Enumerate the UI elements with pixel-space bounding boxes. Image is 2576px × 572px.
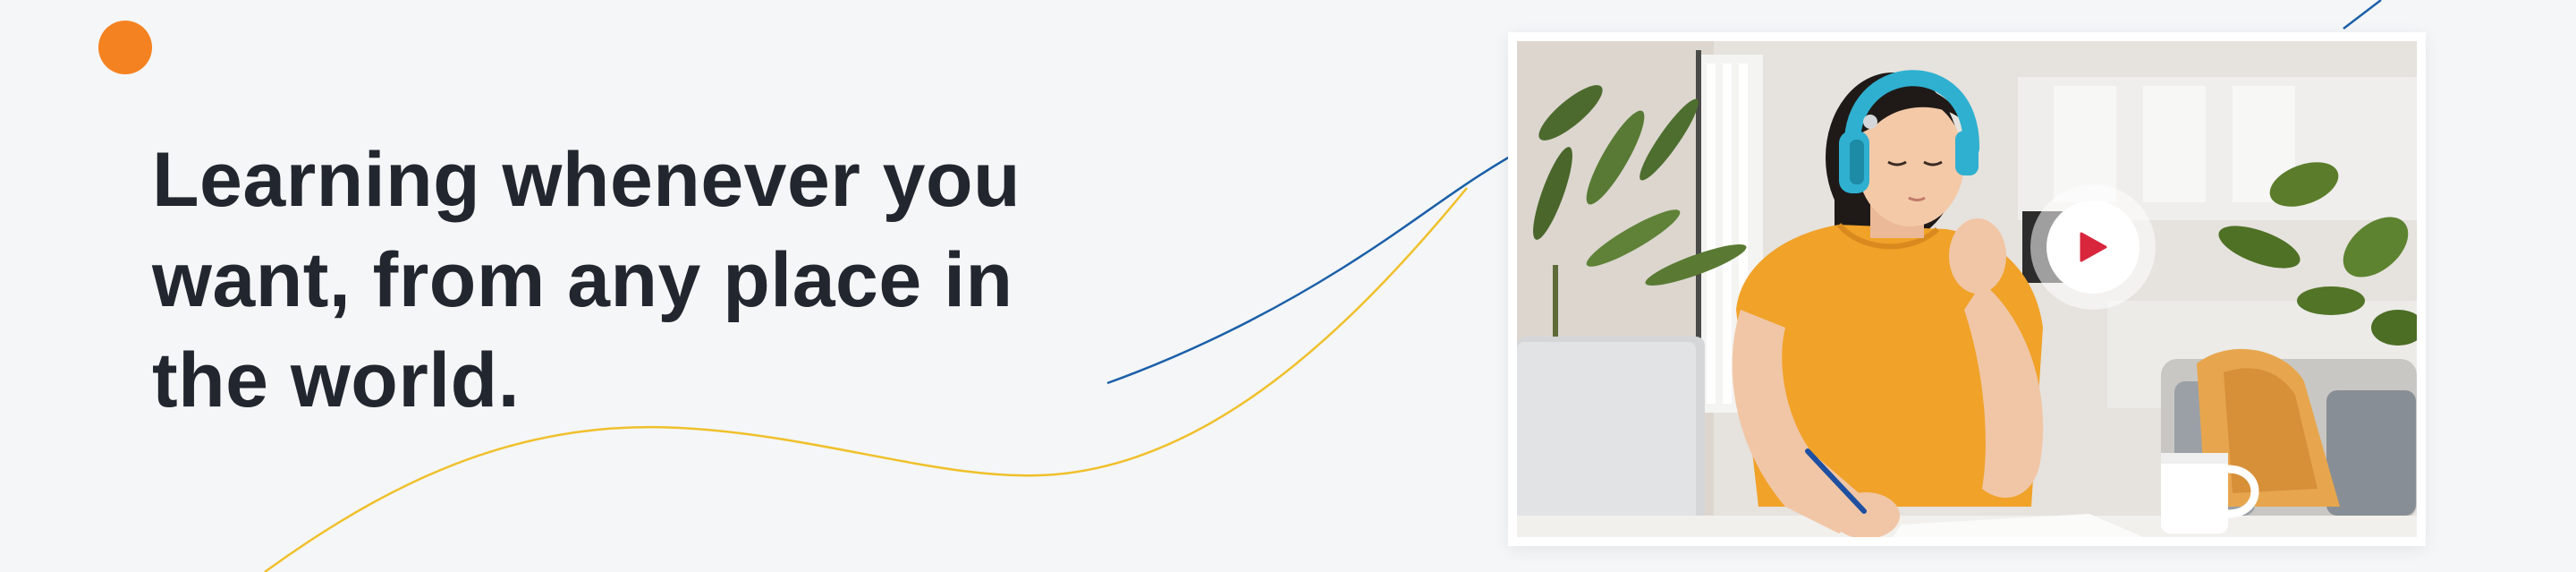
plant-left (1533, 85, 1747, 444)
coffee-mug (2161, 453, 2259, 534)
play-icon (2080, 232, 2107, 262)
student-figure (1732, 70, 2044, 537)
play-button-inner (2046, 201, 2140, 294)
video-card (1508, 32, 2426, 546)
play-button[interactable] (2030, 184, 2156, 310)
video-thumbnail[interactable] (1517, 41, 2417, 537)
blue-wave-line (1106, 155, 1511, 385)
video-thumbnail-illustration (1517, 41, 2417, 537)
plant-right (2218, 162, 2417, 346)
hero-headline: Learning whenever you want, from any pla… (152, 137, 1021, 423)
blue-corner-line (2343, 0, 2382, 30)
orange-accent-dot (98, 21, 152, 74)
